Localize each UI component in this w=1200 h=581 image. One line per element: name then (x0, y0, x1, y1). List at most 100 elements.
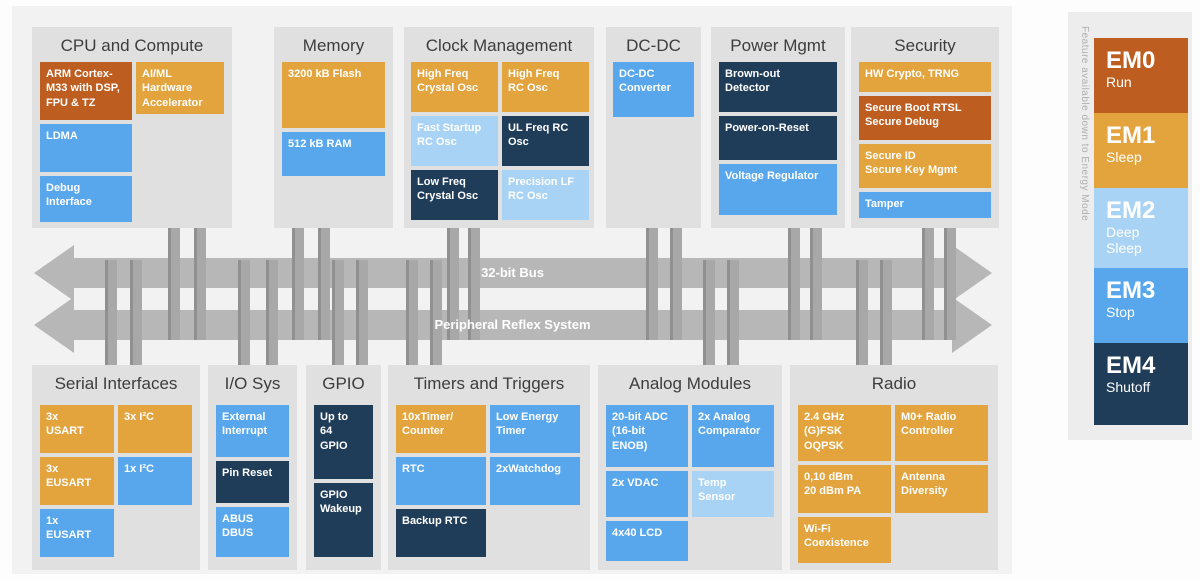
panel-title: DC-DC (626, 36, 681, 55)
block-rtc: RTC (396, 457, 486, 505)
block-secure-boot: Secure Boot RTSL Secure Debug (859, 96, 991, 140)
panel-gpio: GPIO Up to 64 GPIO GPIO Wakeup (306, 365, 381, 570)
block-ul-freq-rc-osc: UL Freq RC Osc (502, 116, 589, 166)
panel-title: Radio (871, 374, 917, 393)
bus-arrow-left (34, 245, 74, 301)
bus-32bit (72, 258, 952, 288)
bus-connector (430, 260, 442, 365)
block-dbm-pa: 0,10 dBm 20 dBm PA (798, 465, 891, 513)
block-abus-dbus: ABUS DBUS (216, 507, 289, 557)
block-analog-comparator: 2x Analog Comparator (692, 405, 774, 467)
energy-mode-sidebar: Feature available down to Energy Mode EM… (1068, 12, 1192, 440)
bus-connector (468, 228, 480, 340)
em-name: EM2 (1106, 197, 1156, 224)
bus-connector (944, 228, 956, 340)
em-desc: Shutoff (1106, 379, 1151, 396)
bus-connector (670, 228, 682, 340)
block-24ghz-fsk: 2.4 GHz (G)FSK OQPSK (798, 405, 891, 461)
em-name: EM4 (1106, 352, 1156, 379)
block-lf-crystal-osc: Low Freq Crystal Osc (411, 170, 498, 220)
panel-timers-triggers: Timers and Triggers 10xTimer/ Counter Lo… (388, 365, 590, 570)
panel-cpu-and-compute: CPU and Compute ARM Cortex- M33 with DSP… (32, 27, 232, 228)
bus-connector (318, 228, 330, 340)
em-name: EM0 (1106, 47, 1156, 74)
energy-mode-em3: EM3 Stop (1094, 268, 1188, 343)
block-ldma: LDMA (40, 124, 132, 172)
bus-connector (880, 260, 892, 365)
panel-clock-management: Clock Management High Freq Crystal Osc H… (404, 27, 594, 228)
bus-arrow-right (952, 245, 992, 301)
block-aiml-accelerator: AI/ML Hardware Accelerator (136, 62, 224, 114)
em-desc: Deep Sleep (1106, 224, 1142, 257)
sidebar-caption: Feature available down to Energy Mode (1079, 26, 1090, 222)
bus-connector (194, 228, 206, 340)
energy-mode-em4: EM4 Shutoff (1094, 343, 1188, 425)
panel-title: GPIO (322, 374, 365, 393)
energy-mode-em2: EM2 Deep Sleep (1094, 188, 1188, 268)
panel-serial-interfaces: Serial Interfaces 3x USART 3x I²C 3x EUS… (32, 365, 200, 570)
block-eusart-3x: 3x EUSART (40, 457, 114, 505)
em-name: EM3 (1106, 277, 1156, 304)
bus-prs-label: Peripheral Reflex System (434, 317, 591, 332)
panel-title: Memory (302, 36, 365, 55)
bus-connector (703, 260, 715, 365)
block-hw-crypto-trng: HW Crypto, TRNG (859, 62, 991, 92)
panel-title: Clock Management (425, 36, 573, 55)
block-backup-rtc: Backup RTC (396, 509, 486, 557)
block-timer-counter: 10xTimer/ Counter (396, 405, 486, 453)
bus-arrow-right (952, 297, 992, 353)
panel-title: Analog Modules (629, 374, 751, 393)
block-pin-reset: Pin Reset (216, 461, 289, 503)
bus-connector (292, 228, 304, 340)
block-power-on-reset: Power-on-Reset (719, 116, 837, 160)
panel-title: CPU and Compute (60, 36, 204, 55)
energy-mode-em1: EM1 Sleep (1094, 113, 1188, 188)
panel-analog-modules: Analog Modules 20-bit ADC (16-bit ENOB) … (598, 365, 782, 570)
block-i2c-3x: 3x I²C (118, 405, 192, 453)
panel-radio: Radio 2.4 GHz (G)FSK OQPSK M0+ Radio Con… (790, 365, 998, 570)
block-temp-sensor: Temp Sensor (692, 471, 774, 517)
bus-connector (810, 228, 822, 340)
em-desc: Stop (1106, 304, 1135, 321)
panel-power-mgmt: Power Mgmt Brown-out Detector Power-on-R… (711, 27, 845, 228)
bus-connector (646, 228, 658, 340)
panel-title: I/O Sys (224, 374, 281, 393)
block-fast-startup-rc-osc: Fast Startup RC Osc (411, 116, 498, 166)
block-lcd: 4x40 LCD (606, 521, 688, 561)
bus-connector (788, 228, 800, 340)
panel-title: Timers and Triggers (413, 374, 565, 393)
block-vdac: 2x VDAC (606, 471, 688, 517)
block-flash: 3200 kB Flash (282, 62, 385, 128)
block-debug-interface: Debug Interface (40, 176, 132, 222)
em-desc: Sleep (1106, 149, 1142, 166)
panel-title: Power Mgmt (730, 36, 826, 55)
bus-connector (356, 260, 368, 365)
bus-arrow-left (34, 297, 74, 353)
block-watchdog: 2xWatchdog (490, 457, 580, 505)
block-gpio-count: Up to 64 GPIO (314, 405, 373, 479)
bus-32bit-label: 32-bit Bus (481, 265, 544, 280)
bus-connector (130, 260, 142, 365)
block-external-interrupt: External Interrupt (216, 405, 289, 457)
em-name: EM1 (1106, 122, 1156, 149)
block-gpio-wakeup: GPIO Wakeup (314, 483, 373, 557)
block-tamper: Tamper (859, 192, 991, 218)
em-desc: Run (1106, 74, 1132, 91)
block-hf-crystal-osc: High Freq Crystal Osc (411, 62, 498, 112)
block-precision-lf-rc-osc: Precision LF RC Osc (502, 170, 589, 220)
panel-io-sys: I/O Sys External Interrupt Pin Reset ABU… (208, 365, 297, 570)
bus-connector (856, 260, 868, 365)
panel-title: Serial Interfaces (54, 374, 178, 393)
block-secure-id-key-mgmt: Secure ID Secure Key Mgmt (859, 144, 991, 188)
block-i2c-1x: 1x I²C (118, 457, 192, 505)
block-brownout-detector: Brown-out Detector (719, 62, 837, 112)
block-m0-radio-controller: M0+ Radio Controller (895, 405, 988, 461)
bus-connector (266, 260, 278, 365)
bus-connector (168, 228, 180, 340)
block-wifi-coexistence: Wi-Fi Coexistence (798, 517, 891, 563)
block-hf-rc-osc: High Freq RC Osc (502, 62, 589, 112)
block-antenna-diversity: Antenna Diversity (895, 465, 988, 513)
bus-connector (105, 260, 117, 365)
panel-memory: Memory 3200 kB Flash 512 kB RAM (274, 27, 393, 228)
